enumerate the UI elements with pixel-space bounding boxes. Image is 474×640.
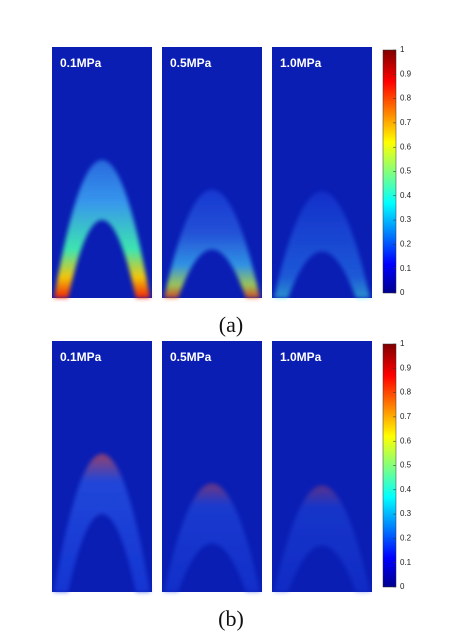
pressure-label: 1.0MPa: [280, 350, 322, 364]
colorbar-tick-label: 0.5: [400, 461, 412, 470]
figure-body: 0.1MPa 0.5MPa 1.0MPa 0 0.1 0.2 0.3 0.4 0.5 0.6 0.7…: [52, 45, 412, 631]
colorbar-tick-label: 0: [400, 582, 405, 591]
heatmap-image: 1.0MPa: [272, 47, 372, 298]
colorbar-tick-label: 0.1: [400, 264, 412, 273]
colorbar-tick-label: 0.3: [400, 509, 412, 518]
colorbar-tick-label: 0.3: [400, 215, 412, 224]
panel-caption: (b): [218, 606, 244, 631]
colorbar-tick-label: 0.4: [400, 485, 412, 494]
pressure-label: 0.1MPa: [60, 56, 102, 70]
colorbar-tick-label: 1: [400, 339, 405, 348]
colorbar-tick-label: 0.1: [400, 558, 412, 567]
heatmap-image: 1.0MPa: [272, 341, 372, 592]
colorbar-tick-label: 0.8: [400, 94, 412, 103]
colorbar-tick-label: 0: [400, 288, 405, 297]
colorbar-tick-label: 0.6: [400, 142, 412, 151]
colorbar-tick-label: 0.2: [400, 240, 412, 249]
plume: [54, 454, 150, 592]
colorbar-tick-label: 0.9: [400, 363, 412, 372]
colorbar-tick-label: 0.6: [400, 436, 412, 445]
pressure-label: 0.5MPa: [170, 56, 212, 70]
colorbar-tick-label: 0.7: [400, 118, 412, 127]
plume: [164, 189, 260, 298]
plume: [274, 191, 370, 298]
plume: [54, 160, 150, 298]
heatmap-image: 0.5MPa: [162, 341, 262, 592]
plume: [274, 485, 370, 592]
heatmap-image: 0.1MPa: [52, 341, 152, 592]
colorbar-tick-label: 0.4: [400, 191, 412, 200]
panel-caption: (a): [219, 312, 243, 337]
pressure-label: 1.0MPa: [280, 56, 322, 70]
colorbar-tick-label: 0.8: [400, 388, 412, 397]
heatmap-image: 0.5MPa: [162, 47, 262, 298]
colorbar-tick-label: 0.7: [400, 412, 412, 421]
plume: [164, 483, 260, 592]
heatmap-image: 0.1MPa: [52, 47, 152, 298]
colorbar-tick-label: 0.2: [400, 534, 412, 543]
colorbar-tick-label: 1: [400, 45, 405, 54]
pressure-label: 0.5MPa: [170, 350, 212, 364]
colorbar-tick-label: 0.9: [400, 69, 412, 78]
pressure-label: 0.1MPa: [60, 350, 102, 364]
colorbar-tick-label: 0.5: [400, 167, 412, 176]
